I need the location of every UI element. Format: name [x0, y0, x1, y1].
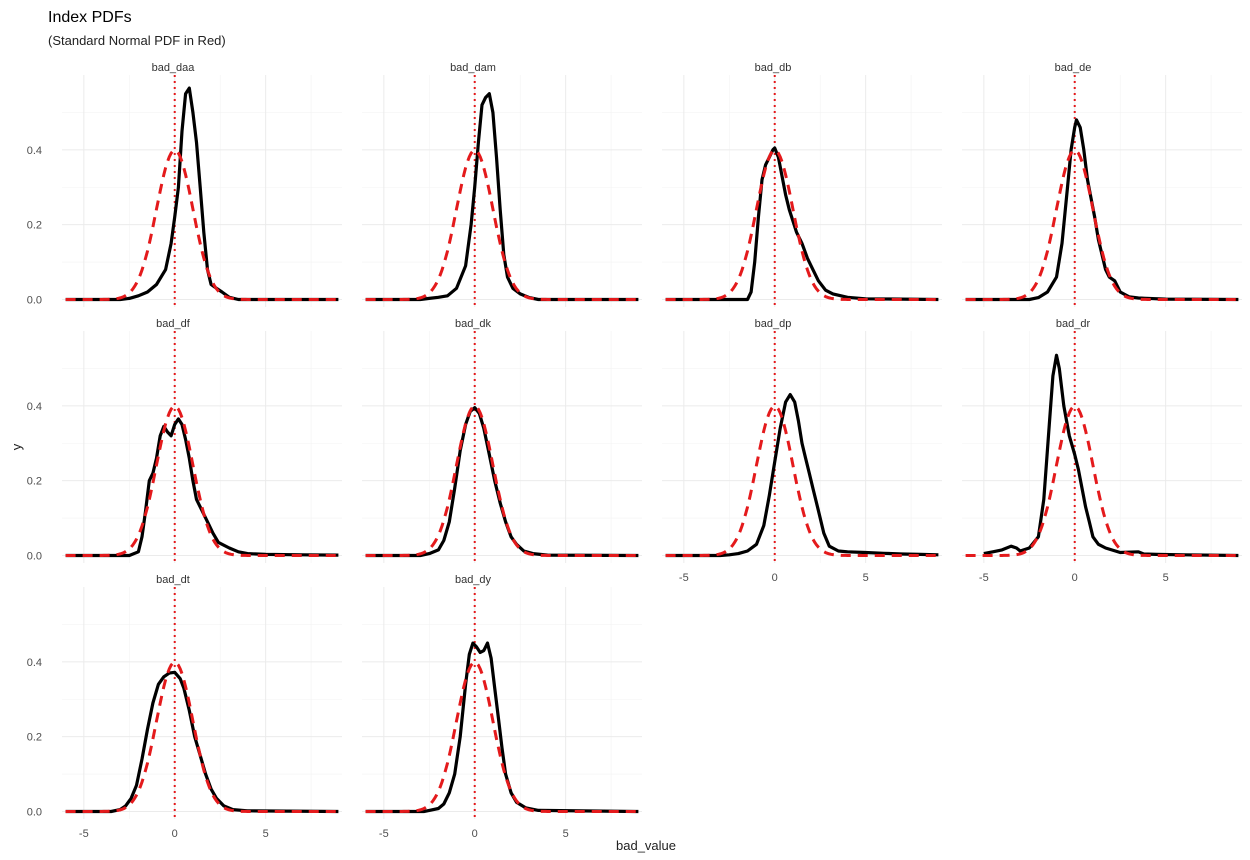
- density-curve: [65, 670, 339, 814]
- facet-panel-bad_dr: bad_dr -5 0 5: [962, 318, 1242, 584]
- x-tick-label: 0: [1072, 572, 1078, 584]
- y-tick-label: 0.0: [27, 807, 42, 819]
- x-tick-label: 0: [172, 828, 178, 840]
- normal-pdf-curve: [65, 404, 339, 557]
- y-axis-title: y: [9, 443, 24, 450]
- facet-panel-bad_dt: bad_dt 0.0 0.2 0.4 -5 0 5: [27, 574, 342, 840]
- x-tick-label: -5: [79, 828, 89, 840]
- density-curve: [365, 92, 639, 302]
- x-tick-label: 5: [263, 828, 269, 840]
- density-curve: [665, 146, 939, 302]
- normal-pdf-curve: [965, 148, 1239, 301]
- facet-strip-label: bad_dr: [1056, 318, 1091, 330]
- facet-strip-label: bad_dk: [455, 318, 492, 330]
- normal-pdf-curve: [365, 660, 639, 813]
- normal-pdf-curve: [665, 148, 939, 301]
- density-curve: [365, 641, 639, 814]
- facet-strip-label: bad_dt: [156, 574, 190, 586]
- density-curve: [365, 406, 639, 558]
- normal-pdf-curve: [665, 404, 939, 557]
- facet-panel-bad_dam: bad_dam: [362, 62, 642, 307]
- y-tick-label: 0.4: [27, 401, 42, 413]
- x-tick-label: -5: [379, 828, 389, 840]
- normal-pdf-curve: [365, 404, 639, 557]
- x-tick-label: 5: [563, 828, 569, 840]
- x-tick-label: 5: [1163, 572, 1169, 584]
- facet-strip-label: bad_daa: [152, 62, 196, 74]
- facet-strip-label: bad_db: [755, 62, 792, 74]
- y-tick-label: 0.4: [27, 145, 42, 157]
- x-axis-title: bad_value: [616, 838, 676, 853]
- facet-panel-bad_dk: bad_dk: [362, 318, 642, 563]
- chart-title: Index PDFs: [48, 9, 132, 26]
- facet-panels: bad_daa 0.0 0.2 0.4 bad_dam bad_db bad_de bad_d…: [27, 62, 1242, 840]
- density-curve: [665, 393, 939, 558]
- normal-pdf-curve: [365, 148, 639, 301]
- density-curve: [65, 86, 339, 302]
- chart-subtitle: (Standard Normal PDF in Red): [48, 33, 226, 48]
- facet-panel-bad_de: bad_de: [962, 62, 1242, 307]
- y-tick-label: 0.2: [27, 220, 42, 232]
- y-tick-label: 0.4: [27, 657, 42, 669]
- density-curve: [965, 118, 1239, 302]
- x-tick-label: 5: [863, 572, 869, 584]
- y-tick-label: 0.2: [27, 476, 42, 488]
- density-curve: [983, 353, 1239, 558]
- facet-strip-label: bad_df: [156, 318, 191, 330]
- y-tick-label: 0.0: [27, 551, 42, 563]
- normal-pdf-curve: [65, 148, 339, 301]
- x-tick-label: 0: [472, 828, 478, 840]
- facet-panel-bad_db: bad_db: [662, 62, 942, 307]
- facet-panel-bad_dp: bad_dp -5 0 5: [662, 318, 942, 584]
- x-tick-label: -5: [679, 572, 689, 584]
- normal-pdf-curve: [965, 404, 1239, 557]
- facet-panel-bad_df: bad_df 0.0 0.2 0.4: [27, 318, 342, 563]
- y-tick-label: 0.0: [27, 295, 42, 307]
- density-curve: [65, 417, 339, 558]
- facet-panel-bad_dy: bad_dy -5 0 5: [362, 574, 642, 840]
- y-tick-label: 0.2: [27, 732, 42, 744]
- x-tick-label: 0: [772, 572, 778, 584]
- x-tick-label: -5: [979, 572, 989, 584]
- facet-strip-label: bad_dy: [455, 574, 492, 586]
- facet-strip-label: bad_dp: [755, 318, 792, 330]
- normal-pdf-curve: [65, 660, 339, 813]
- facet-strip-label: bad_de: [1055, 62, 1092, 74]
- facet-panel-bad_daa: bad_daa 0.0 0.2 0.4: [27, 62, 342, 307]
- facet-strip-label: bad_dam: [450, 62, 496, 74]
